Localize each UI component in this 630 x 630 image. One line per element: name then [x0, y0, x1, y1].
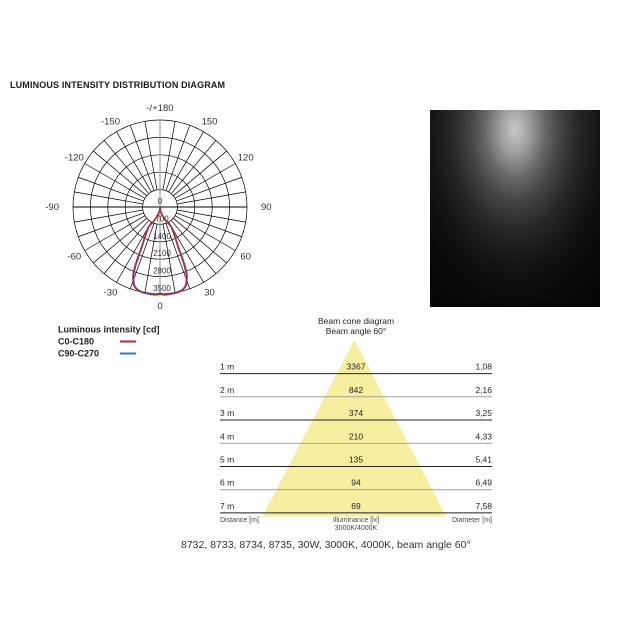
svg-text:6 m: 6 m — [220, 478, 234, 488]
svg-text:-30: -30 — [104, 288, 118, 299]
svg-text:30: 30 — [204, 288, 215, 299]
svg-text:1,08: 1,08 — [475, 362, 492, 372]
svg-text:3500: 3500 — [153, 284, 171, 293]
svg-text:5 m: 5 m — [220, 455, 234, 465]
svg-text:3000K/4000K: 3000K/4000K — [335, 525, 378, 532]
svg-text:842: 842 — [349, 385, 363, 395]
svg-text:-150: -150 — [101, 116, 120, 127]
svg-text:-90: -90 — [45, 202, 59, 213]
svg-text:374: 374 — [349, 408, 363, 418]
svg-text:8732, 8733, 8734, 8735, 30W, 3: 8732, 8733, 8734, 8735, 30W, 3000K, 4000… — [181, 539, 471, 551]
svg-text:2800: 2800 — [153, 267, 171, 276]
svg-text:5,41: 5,41 — [475, 455, 492, 465]
svg-text:700: 700 — [155, 214, 169, 223]
svg-text:Luminous intensity [cd]: Luminous intensity [cd] — [58, 325, 160, 335]
svg-text:6,49: 6,49 — [475, 478, 492, 488]
svg-text:7,58: 7,58 — [475, 501, 492, 511]
svg-text:4,33: 4,33 — [475, 431, 492, 441]
svg-text:0: 0 — [157, 301, 162, 312]
svg-text:7 m: 7 m — [220, 501, 234, 511]
svg-text:69: 69 — [351, 501, 361, 511]
svg-text:150: 150 — [202, 116, 218, 127]
svg-text:135: 135 — [349, 455, 363, 465]
svg-text:Beam angle 60°: Beam angle 60° — [326, 326, 387, 336]
svg-text:210: 210 — [349, 431, 363, 441]
svg-text:Illuminance [lx]: Illuminance [lx] — [333, 517, 379, 524]
svg-text:-60: -60 — [67, 252, 81, 263]
svg-text:0: 0 — [158, 197, 163, 206]
svg-text:Distance [m]: Distance [m] — [220, 517, 259, 524]
svg-text:120: 120 — [238, 153, 254, 164]
svg-text:Diameter [m]: Diameter [m] — [452, 517, 492, 524]
svg-text:60: 60 — [240, 252, 251, 263]
svg-text:2100: 2100 — [153, 249, 171, 258]
svg-text:1400: 1400 — [153, 232, 171, 241]
svg-text:-/+180: -/+180 — [146, 103, 173, 114]
svg-text:94: 94 — [351, 478, 361, 488]
svg-text:3,25: 3,25 — [475, 408, 492, 418]
svg-text:3367: 3367 — [347, 362, 366, 372]
svg-text:2,16: 2,16 — [475, 385, 492, 395]
svg-text:C90-C270: C90-C270 — [58, 349, 99, 359]
svg-text:2 m: 2 m — [220, 385, 234, 395]
svg-text:3 m: 3 m — [220, 408, 234, 418]
svg-text:4 m: 4 m — [220, 431, 234, 441]
svg-text:-120: -120 — [65, 153, 84, 164]
svg-text:1 m: 1 m — [220, 362, 234, 372]
svg-text:C0-C180: C0-C180 — [58, 337, 94, 347]
svg-text:90: 90 — [261, 202, 272, 213]
svg-text:Beam cone diagram: Beam cone diagram — [318, 316, 394, 326]
